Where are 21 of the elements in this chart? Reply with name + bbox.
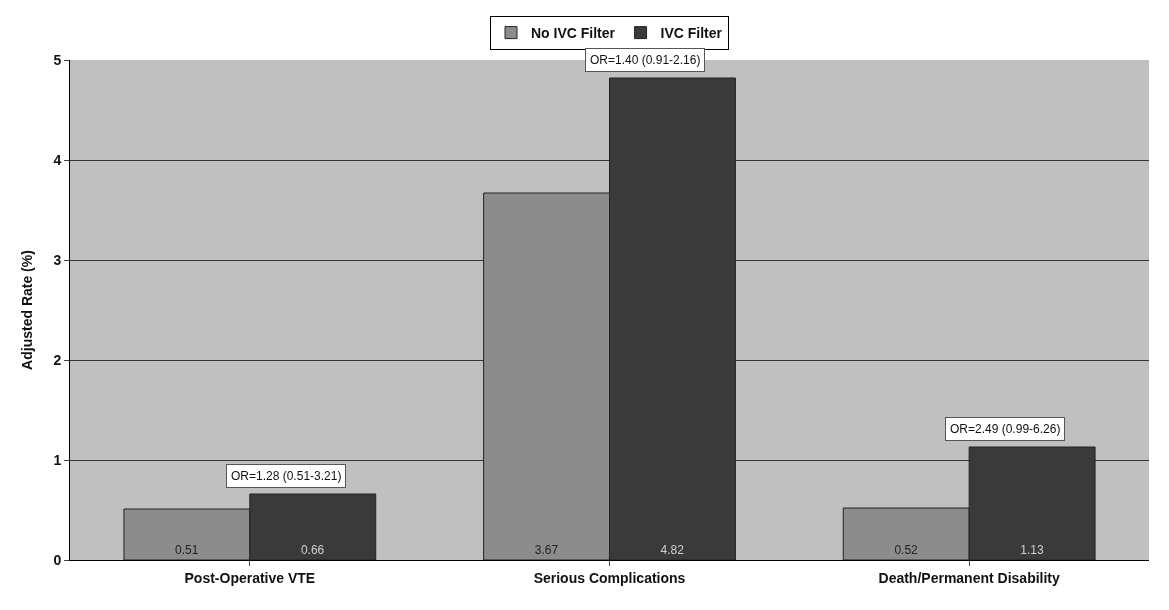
y-tick-label: 1 xyxy=(53,451,62,468)
y-tick-label: 4 xyxy=(53,151,62,168)
y-tick-label: 5 xyxy=(53,51,62,68)
annotation: OR=1.28 (0.51-3.21) xyxy=(231,469,342,483)
x-tick-label: Death/Permanent Disability xyxy=(878,569,1061,586)
data-label: 1.13 xyxy=(1020,543,1044,557)
y-tick-label: 0 xyxy=(53,551,62,568)
annotation: OR=2.49 (0.99-6.26) xyxy=(950,422,1061,436)
y-axis-title: Adjusted Rate (%) xyxy=(19,250,35,370)
y-tick-label: 2 xyxy=(53,351,62,368)
data-label: 0.66 xyxy=(300,543,325,557)
y-tick-label: 3 xyxy=(53,251,62,268)
legend-label: IVC Filter xyxy=(660,25,723,42)
legend-label: No IVC Filter xyxy=(531,25,616,42)
data-label: 4.82 xyxy=(660,543,685,557)
data-label: 0.51 xyxy=(175,543,199,557)
data-label: 3.67 xyxy=(534,543,559,557)
annotation: OR=1.40 (0.91-2.16) xyxy=(590,53,701,67)
x-tick-label: Post-Operative VTE xyxy=(184,569,316,586)
x-tick-label: Serious Complications xyxy=(533,569,686,586)
data-label: 0.52 xyxy=(894,543,919,557)
